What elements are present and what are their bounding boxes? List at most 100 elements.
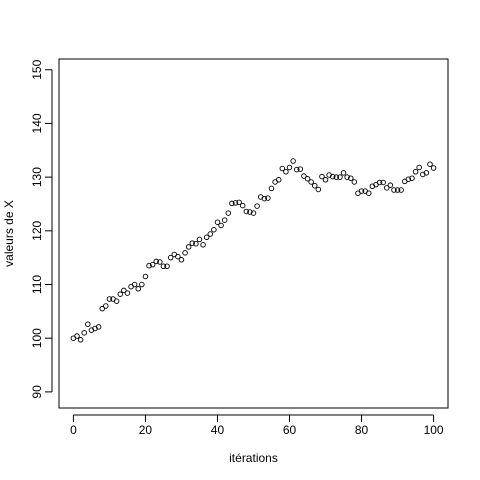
x-axis: 0 20 40 60 80 100 xyxy=(70,414,444,437)
data-point xyxy=(77,337,84,343)
data-point xyxy=(135,286,141,292)
data-point xyxy=(167,254,174,261)
data-point xyxy=(164,263,170,270)
x-axis-label: itérations xyxy=(229,451,278,465)
data-point xyxy=(290,158,296,164)
data-point xyxy=(236,199,242,206)
data-point xyxy=(380,179,386,186)
data-point xyxy=(387,182,394,188)
data-point xyxy=(319,173,325,180)
data-point xyxy=(333,174,340,180)
data-point xyxy=(81,330,87,336)
plot-frame xyxy=(58,58,449,409)
data-point xyxy=(293,166,300,173)
data-point xyxy=(348,175,354,181)
data-point xyxy=(391,187,397,193)
data-point xyxy=(275,177,282,183)
data-point xyxy=(196,236,203,243)
data-point xyxy=(384,185,390,191)
data-point xyxy=(214,219,221,225)
data-point xyxy=(160,263,167,270)
data-point xyxy=(229,200,235,207)
data-point xyxy=(113,298,120,304)
data-point xyxy=(153,258,159,265)
x-tick-label: 0 xyxy=(70,423,77,437)
data-point xyxy=(315,186,322,193)
data-point xyxy=(189,240,196,246)
data-point xyxy=(182,250,188,256)
data-point xyxy=(139,281,145,288)
data-point xyxy=(279,165,286,172)
data-point xyxy=(308,179,314,185)
data-point xyxy=(218,222,224,229)
data-point xyxy=(85,321,91,327)
x-tick-label: 60 xyxy=(283,423,297,437)
data-point xyxy=(394,187,401,193)
data-point xyxy=(250,210,257,216)
x-tick-label: 40 xyxy=(211,423,225,437)
data-point xyxy=(261,195,268,202)
data-point xyxy=(423,170,430,176)
y-tick-label: 150 xyxy=(30,59,44,79)
data-point xyxy=(286,164,293,171)
data-point xyxy=(95,324,102,330)
y-tick-label: 120 xyxy=(30,220,44,240)
data-point xyxy=(149,261,156,268)
y-axis: 90 100 110 120 130 140 150 xyxy=(30,59,53,399)
data-points xyxy=(70,158,437,343)
data-point xyxy=(351,179,358,185)
data-point xyxy=(200,242,206,248)
data-point xyxy=(99,305,105,312)
data-point xyxy=(74,333,80,339)
data-point xyxy=(203,234,210,241)
data-point xyxy=(232,200,239,206)
data-point xyxy=(329,173,336,180)
data-point xyxy=(193,240,199,247)
data-point xyxy=(337,174,343,180)
data-point xyxy=(117,291,123,297)
data-point xyxy=(124,290,131,296)
data-point xyxy=(405,176,412,183)
y-tick-label: 140 xyxy=(30,113,44,133)
data-point xyxy=(175,253,181,260)
data-point xyxy=(340,170,347,176)
x-tick-label: 100 xyxy=(424,423,444,437)
data-point xyxy=(409,175,415,181)
data-point xyxy=(376,179,383,186)
data-point xyxy=(254,203,260,209)
data-point xyxy=(322,177,329,183)
y-tick-label: 90 xyxy=(30,385,44,399)
data-point xyxy=(221,217,228,223)
data-point xyxy=(430,165,437,171)
data-point xyxy=(416,164,422,171)
data-point xyxy=(239,202,246,209)
data-point xyxy=(247,209,253,215)
y-tick-label: 130 xyxy=(30,167,44,187)
y-tick-label: 110 xyxy=(30,275,44,294)
data-point xyxy=(157,259,163,265)
data-point xyxy=(225,210,232,216)
data-point xyxy=(304,175,311,182)
data-point xyxy=(265,195,271,201)
data-point xyxy=(106,296,113,302)
data-point xyxy=(398,187,404,193)
data-point xyxy=(412,169,419,175)
data-point xyxy=(207,231,214,237)
y-tick-label: 100 xyxy=(30,328,44,348)
x-tick-label: 20 xyxy=(139,423,153,437)
data-point xyxy=(211,226,217,233)
data-point xyxy=(103,303,109,309)
data-point xyxy=(131,281,138,288)
data-point xyxy=(311,182,318,189)
data-point xyxy=(283,169,289,175)
data-point xyxy=(301,173,307,179)
data-point xyxy=(185,244,192,250)
x-tick-label: 80 xyxy=(355,423,369,437)
data-point xyxy=(297,166,304,172)
data-point xyxy=(366,190,372,196)
y-axis-label: valeurs de X xyxy=(2,200,16,267)
data-point xyxy=(121,287,127,294)
data-point xyxy=(344,174,350,180)
data-point xyxy=(427,161,433,167)
